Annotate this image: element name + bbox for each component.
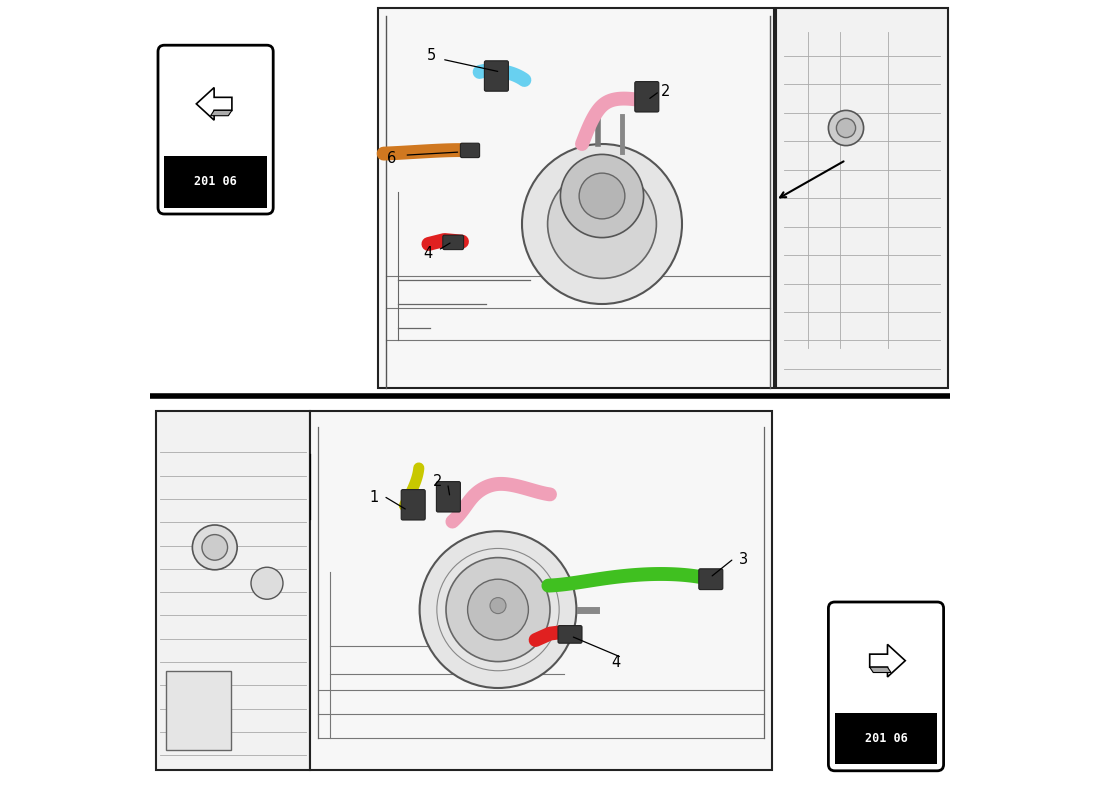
FancyBboxPatch shape <box>558 626 582 643</box>
Circle shape <box>522 144 682 304</box>
Circle shape <box>490 598 506 614</box>
Bar <box>166 670 231 750</box>
FancyBboxPatch shape <box>158 45 273 214</box>
Bar <box>776 8 947 388</box>
Text: 2: 2 <box>661 85 671 99</box>
Text: 4: 4 <box>424 246 433 261</box>
FancyBboxPatch shape <box>635 82 659 112</box>
Circle shape <box>446 558 550 662</box>
Polygon shape <box>870 667 891 673</box>
FancyBboxPatch shape <box>443 235 463 250</box>
Circle shape <box>548 170 657 278</box>
Text: 3: 3 <box>739 553 748 567</box>
Text: 201 06: 201 06 <box>195 175 236 188</box>
FancyBboxPatch shape <box>402 490 426 520</box>
Circle shape <box>560 154 643 238</box>
Circle shape <box>468 579 528 640</box>
Circle shape <box>202 534 228 560</box>
Text: 201 06: 201 06 <box>865 732 907 745</box>
Bar <box>156 411 310 770</box>
Circle shape <box>579 173 625 219</box>
Bar <box>164 156 267 208</box>
Text: 1: 1 <box>370 490 378 505</box>
Polygon shape <box>196 87 232 120</box>
Text: a Parts Guru parts diagram: a Parts Guru parts diagram <box>417 186 683 206</box>
Polygon shape <box>870 644 905 677</box>
Polygon shape <box>210 110 232 116</box>
Text: a Parts Guru parts diagram: a Parts Guru parts diagram <box>417 582 683 602</box>
Bar <box>835 713 937 765</box>
Text: 4: 4 <box>610 655 620 670</box>
FancyBboxPatch shape <box>461 143 480 158</box>
FancyBboxPatch shape <box>437 482 461 512</box>
FancyBboxPatch shape <box>484 61 508 91</box>
Text: 5: 5 <box>427 49 437 63</box>
Text: 2: 2 <box>433 474 442 489</box>
Circle shape <box>251 567 283 599</box>
Circle shape <box>192 525 238 570</box>
FancyBboxPatch shape <box>828 602 944 771</box>
Circle shape <box>828 110 864 146</box>
FancyBboxPatch shape <box>698 569 723 590</box>
Bar <box>310 411 772 770</box>
Bar <box>378 8 774 388</box>
Text: 6: 6 <box>387 151 396 166</box>
Circle shape <box>836 118 856 138</box>
Circle shape <box>419 531 576 688</box>
